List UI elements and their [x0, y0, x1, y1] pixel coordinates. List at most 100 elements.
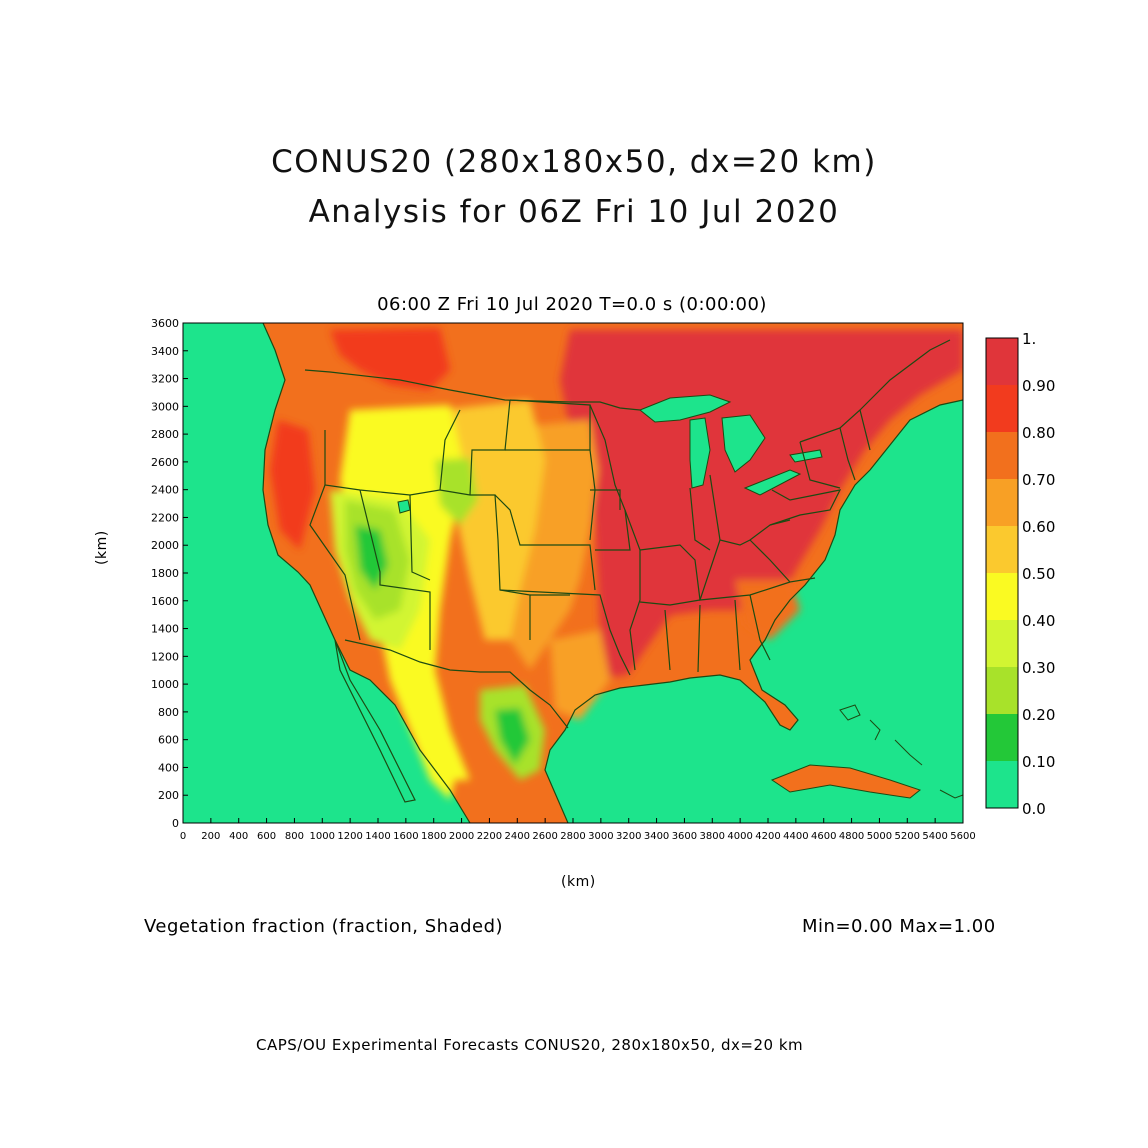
legend-swatch — [986, 714, 1018, 761]
legend-label: 0.50 — [1022, 565, 1055, 583]
vegetation-map: 0200400600800100012001400160018002000220… — [151, 317, 976, 842]
x-tick-label: 1000 — [310, 831, 335, 842]
y-tick-label: 200 — [158, 789, 179, 802]
x-tick-label: 200 — [201, 831, 220, 842]
x-tick-label: 5200 — [895, 831, 920, 842]
lake-huron — [721, 414, 766, 473]
legend-swatch — [986, 385, 1018, 432]
legend-swatch — [986, 761, 1018, 808]
x-tick-label: 5600 — [950, 831, 975, 842]
baja-coast — [334, 639, 416, 803]
x-tick-label: 3000 — [588, 831, 613, 842]
legend-frame — [985, 337, 1019, 809]
map-subtitle: 06:00 Z Fri 10 Jul 2020 T=0.0 s (0:00:00… — [377, 294, 767, 315]
canada-border — [304, 369, 641, 411]
mexico-dark-green — [495, 708, 530, 765]
legend-swatch — [986, 479, 1018, 526]
legend-swatch — [986, 432, 1018, 479]
cuba — [772, 765, 920, 798]
x-tick-label: 2800 — [560, 831, 585, 842]
y-tick-label: 3200 — [151, 373, 179, 386]
legend-label: 0.80 — [1022, 424, 1055, 442]
x-tick-label: 5400 — [922, 831, 947, 842]
northwest-red — [330, 328, 450, 390]
x-tick-label: 2000 — [449, 831, 474, 842]
field-label: Vegetation fraction (fraction, Shaded) — [144, 916, 504, 937]
y-axis-label: (km) — [94, 530, 110, 565]
title-line-2: Analysis for 06Z Fri 10 Jul 2020 — [308, 194, 840, 230]
x-tick-label: 1600 — [393, 831, 418, 842]
legend-label: 0.30 — [1022, 659, 1055, 677]
legend-swatch — [986, 573, 1018, 620]
x-tick-label: 4200 — [755, 831, 780, 842]
x-tick-label: 1800 — [421, 831, 446, 842]
y-tick-label: 2800 — [151, 428, 179, 441]
x-tick-label: 600 — [257, 831, 276, 842]
x-tick-label: 1400 — [365, 831, 390, 842]
y-tick-label: 1200 — [151, 650, 179, 663]
great-salt-lake — [397, 499, 411, 514]
state-borders — [262, 323, 963, 823]
y-tick-label: 600 — [158, 734, 179, 747]
x-tick-label: 4400 — [783, 831, 808, 842]
legend-label: 0.10 — [1022, 753, 1055, 771]
y-tick-label: 1800 — [151, 567, 179, 580]
vegetation-shading — [263, 323, 963, 823]
legend-swatch — [986, 526, 1018, 573]
great-lakes — [397, 394, 823, 514]
y-axis: 0 200 400 600 800 1000 1200 1400 1600 1800 2000 220… — [151, 317, 188, 830]
mexico-border — [344, 639, 569, 729]
x-tick-label: 2400 — [505, 831, 530, 842]
y-tick-label: 800 — [158, 706, 179, 719]
x-tick-label: 2600 — [532, 831, 557, 842]
legend-swatch — [986, 620, 1018, 667]
y-tick-label: 2000 — [151, 539, 179, 552]
legend-label: 0.20 — [1022, 706, 1055, 724]
california-red — [270, 420, 315, 550]
caribbean-islands — [770, 704, 963, 799]
south-texas-orange — [550, 630, 610, 720]
y-tick-label: 1000 — [151, 678, 179, 691]
coastline — [262, 323, 471, 823]
x-tick-label: 4800 — [839, 831, 864, 842]
x-tick-label: 4600 — [811, 831, 836, 842]
x-tick-label: 400 — [229, 831, 248, 842]
y-tick-label: 1600 — [151, 595, 179, 608]
legend-swatch — [986, 338, 1018, 385]
x-tick-label: 5000 — [867, 831, 892, 842]
legend-label: 0.40 — [1022, 612, 1055, 630]
legend-label: 0.60 — [1022, 518, 1055, 536]
min-max-text: Min=0.00 Max=1.00 — [802, 916, 996, 937]
x-tick-label: 800 — [285, 831, 304, 842]
x-axis: 0 200 400 600 800 1000 1200 1400 1600 1800 2000 220… — [180, 818, 976, 842]
y-tick-label: 400 — [158, 761, 179, 774]
legend-label: 0.0 — [1022, 800, 1046, 818]
x-tick-label: 3200 — [616, 831, 641, 842]
x-tick-label: 2200 — [477, 831, 502, 842]
x-axis-label: (km) — [561, 874, 596, 890]
y-tick-label: 0 — [172, 817, 179, 830]
baja-yellow — [400, 690, 460, 800]
x-tick-label: 3400 — [644, 831, 669, 842]
y-tick-label: 3600 — [151, 317, 179, 330]
legend-label: 0.90 — [1022, 377, 1055, 395]
x-tick-label: 4000 — [727, 831, 752, 842]
lake-michigan — [689, 417, 711, 489]
y-tick-label: 1400 — [151, 623, 179, 636]
wyoming-green — [435, 458, 478, 525]
x-tick-label: 3600 — [672, 831, 697, 842]
y-tick-label: 2200 — [151, 511, 179, 524]
footer-credit: CAPS/OU Experimental Forecasts CONUS20, … — [256, 1036, 804, 1054]
title-line-1: CONUS20 (280x180x50, dx=20 km) — [271, 144, 877, 180]
color-legend: 1. 0.90 0.80 0.70 0.60 0.50 0.40 0.30 0.20 0.10 0.… — [985, 330, 1055, 818]
x-tick-label: 3800 — [700, 831, 725, 842]
y-tick-label: 2400 — [151, 484, 179, 497]
x-tick-label: 1200 — [337, 831, 362, 842]
y-tick-label: 2600 — [151, 456, 179, 469]
y-tick-label: 3400 — [151, 345, 179, 358]
legend-label: 0.70 — [1022, 471, 1055, 489]
y-tick-label: 3000 — [151, 400, 179, 413]
lake-superior — [639, 394, 732, 423]
gulf-coastline — [544, 399, 963, 823]
lake-erie — [743, 469, 802, 496]
